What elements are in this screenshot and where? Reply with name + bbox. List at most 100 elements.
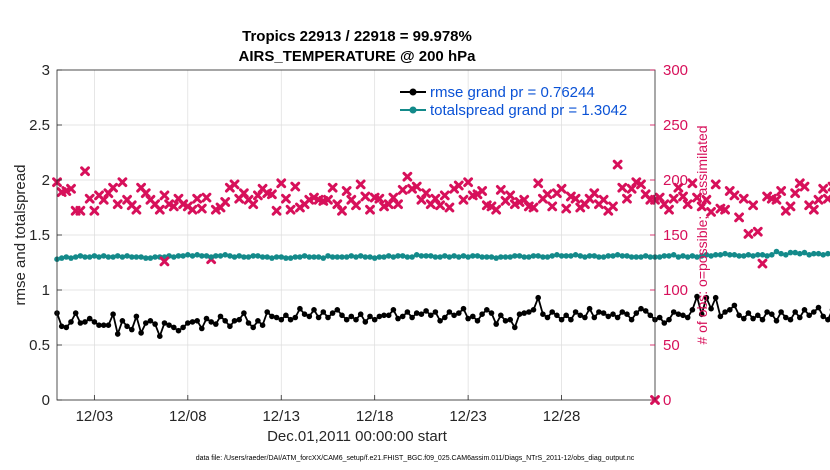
totalspread-marker <box>82 254 88 260</box>
totalspread-series <box>54 248 830 263</box>
totalspread-marker <box>708 253 714 259</box>
totalspread-marker <box>208 254 214 260</box>
totalspread-marker <box>227 253 233 259</box>
rmse-marker <box>451 312 457 319</box>
obs-marker <box>397 185 408 195</box>
rmse-marker <box>591 314 598 321</box>
rmse-marker <box>217 313 224 320</box>
totalspread-marker <box>199 253 205 259</box>
rmse-marker <box>708 305 714 312</box>
rmse-marker <box>376 313 383 320</box>
totalspread-marker <box>334 254 341 260</box>
rmse-marker <box>460 305 467 312</box>
totalspread-marker <box>217 253 224 259</box>
totalspread-marker <box>558 253 565 259</box>
rmse-marker <box>666 316 672 323</box>
y-right-tick-label: 200 <box>663 172 688 189</box>
rmse-marker <box>152 321 158 327</box>
totalspread-marker <box>820 252 826 258</box>
totalspread-marker <box>638 254 644 260</box>
totalspread-marker <box>63 254 70 260</box>
rmse-marker <box>498 312 504 319</box>
legend-rmse-marker <box>409 88 417 96</box>
rmse-marker <box>147 318 154 324</box>
totalspread-marker <box>357 253 364 259</box>
totalspread-marker <box>451 253 457 259</box>
rmse-marker <box>227 323 233 330</box>
totalspread-marker <box>329 254 336 260</box>
rmse-marker <box>689 307 696 313</box>
obs-marker <box>533 178 544 189</box>
y-right-tick-label: 0 <box>663 392 671 409</box>
rmse-marker <box>222 318 228 324</box>
rmse-marker <box>479 311 485 318</box>
totalspread-marker <box>385 253 392 259</box>
rmse-series <box>54 293 830 340</box>
rmse-marker <box>582 314 588 321</box>
rmse-marker <box>516 311 523 318</box>
rmse-marker <box>264 309 271 315</box>
obs-marker <box>276 178 287 189</box>
totalspread-marker <box>484 254 490 260</box>
obs-extra-marker <box>159 256 170 267</box>
totalspread-marker <box>91 253 98 259</box>
y-tick-label: 0.5 <box>29 337 50 354</box>
totalspread-marker <box>498 254 504 260</box>
obs-marker <box>285 204 296 215</box>
rmse-marker <box>792 309 798 315</box>
rmse-marker <box>675 311 682 318</box>
rmse-marker <box>512 324 518 331</box>
obs-marker <box>556 183 567 194</box>
obs-marker <box>248 199 259 210</box>
y-tick-label: 1 <box>42 282 50 299</box>
totalspread-marker <box>96 254 102 260</box>
totalspread-marker <box>605 253 612 259</box>
totalspread-marker <box>301 253 308 259</box>
rmse-marker <box>199 325 205 332</box>
totalspread-marker <box>423 253 429 259</box>
rmse-marker <box>558 316 565 323</box>
rmse-marker <box>502 318 509 324</box>
totalspread-marker <box>432 254 439 260</box>
obs-marker <box>738 193 749 204</box>
obs-marker <box>771 194 782 205</box>
y-tick-label: 3 <box>42 62 50 79</box>
totalspread-marker <box>143 255 149 261</box>
rmse-marker <box>628 316 635 323</box>
totalspread-marker <box>783 252 789 258</box>
obs-marker <box>528 202 539 213</box>
obs-marker <box>598 194 609 205</box>
obs-marker <box>720 204 730 215</box>
rmse-marker <box>432 309 439 315</box>
rmse-marker <box>283 312 289 319</box>
rmse-marker <box>413 310 420 316</box>
rmse-marker <box>96 322 102 329</box>
rmse-marker <box>269 313 275 320</box>
obs-marker <box>439 190 450 201</box>
x-tick-label: 12/13 <box>262 408 300 425</box>
obs-marker <box>701 194 712 205</box>
y-axis-right: 0 50 100 150 200 250 300 <box>650 62 688 409</box>
y-tick-label: 2.5 <box>29 117 50 134</box>
totalspread-marker <box>736 253 742 259</box>
totalspread-marker <box>773 248 780 255</box>
rmse-marker <box>82 319 88 325</box>
obs-marker <box>80 166 90 177</box>
obs-marker <box>290 181 301 192</box>
rmse-marker <box>530 307 537 313</box>
totalspread-marker <box>465 254 471 260</box>
obs-marker <box>435 200 445 211</box>
totalspread-marker <box>535 253 541 259</box>
rmse-marker <box>250 324 256 331</box>
totalspread-marker <box>675 254 682 260</box>
totalspread-marker <box>512 253 518 259</box>
obs-marker <box>89 205 100 216</box>
rmse-marker <box>619 309 626 315</box>
rmse-marker <box>549 309 555 315</box>
obs-marker <box>402 171 413 182</box>
totalspread-marker <box>259 254 266 260</box>
rmse-marker <box>474 318 481 324</box>
obs-marker <box>561 203 572 214</box>
totalspread-marker <box>287 255 294 261</box>
obs-marker <box>799 181 810 192</box>
